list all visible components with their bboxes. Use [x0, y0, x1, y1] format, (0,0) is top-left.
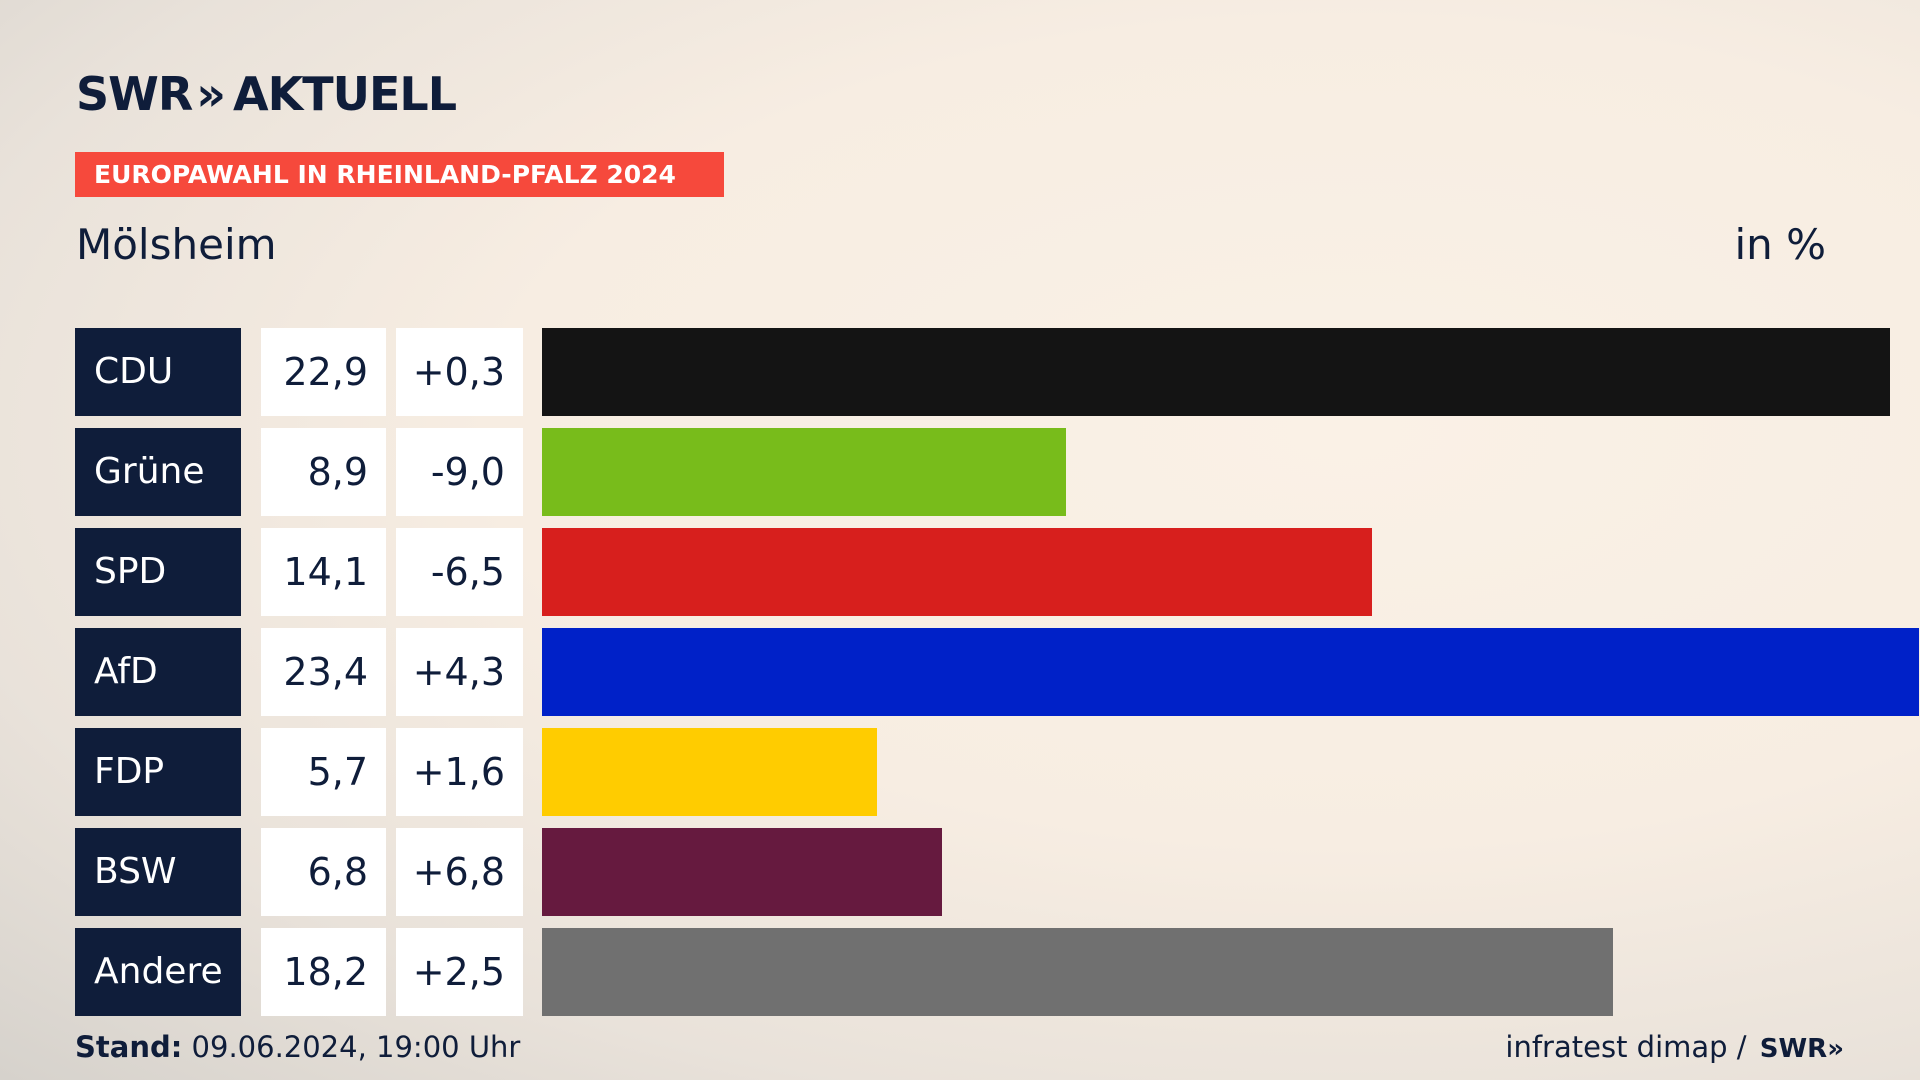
party-label: SPD: [75, 528, 241, 616]
place-title: Mölsheim: [76, 220, 277, 269]
change-value: +0,3: [396, 328, 523, 416]
vote-share-value: 6,8: [261, 828, 386, 916]
result-bar: [542, 828, 942, 916]
timestamp: Stand: 09.06.2024, 19:00 Uhr: [75, 1030, 520, 1064]
party-label: CDU: [75, 328, 241, 416]
vote-share-value: 5,7: [261, 728, 386, 816]
result-row: AfD 23,4 +4,3: [75, 628, 1919, 716]
vote-share-value: 18,2: [261, 928, 386, 1016]
result-bar: [542, 528, 1372, 616]
stand-value: 09.06.2024, 19:00 Uhr: [182, 1030, 521, 1064]
result-bar: [542, 728, 877, 816]
unit-label: in %: [1734, 220, 1826, 269]
source-text: infratest dimap /: [1505, 1030, 1756, 1064]
swr-small-logo: SWR»: [1759, 1034, 1844, 1064]
result-row: SPD 14,1 -6,5: [75, 528, 1847, 616]
result-bar: [542, 328, 1890, 416]
result-row: Grüne 8,9 -9,0: [75, 428, 1847, 516]
logo-swr-text: SWR: [76, 67, 193, 121]
swr-aktuell-logo: SWR » AKTUELL: [76, 66, 457, 122]
vote-share-value: 14,1: [261, 528, 386, 616]
result-bar: [542, 428, 1066, 516]
vote-share-value: 23,4: [261, 628, 386, 716]
source-credit: infratest dimap / SWR»: [1505, 1030, 1844, 1064]
change-value: -9,0: [396, 428, 523, 516]
party-label: BSW: [75, 828, 241, 916]
chevrons-icon: »: [196, 67, 226, 121]
election-banner: EUROPAWAHL IN RHEINLAND-PFALZ 2024: [75, 152, 724, 197]
change-value: -6,5: [396, 528, 523, 616]
party-label: Grüne: [75, 428, 241, 516]
result-row: BSW 6,8 +6,8: [75, 828, 1847, 916]
result-row: Andere 18,2 +2,5: [75, 928, 1847, 1016]
result-row: FDP 5,7 +1,6: [75, 728, 1847, 816]
stand-label: Stand:: [75, 1030, 183, 1064]
party-label: Andere: [75, 928, 241, 1016]
party-label: FDP: [75, 728, 241, 816]
change-value: +1,6: [396, 728, 523, 816]
result-bar: [542, 928, 1613, 1016]
change-value: +6,8: [396, 828, 523, 916]
change-value: +2,5: [396, 928, 523, 1016]
party-label: AfD: [75, 628, 241, 716]
vote-share-value: 8,9: [261, 428, 386, 516]
logo-aktuell-text: AKTUELL: [233, 67, 457, 121]
result-bar: [542, 628, 1919, 716]
change-value: +4,3: [396, 628, 523, 716]
vote-share-value: 22,9: [261, 328, 386, 416]
result-row: CDU 22,9 +0,3: [75, 328, 1890, 416]
